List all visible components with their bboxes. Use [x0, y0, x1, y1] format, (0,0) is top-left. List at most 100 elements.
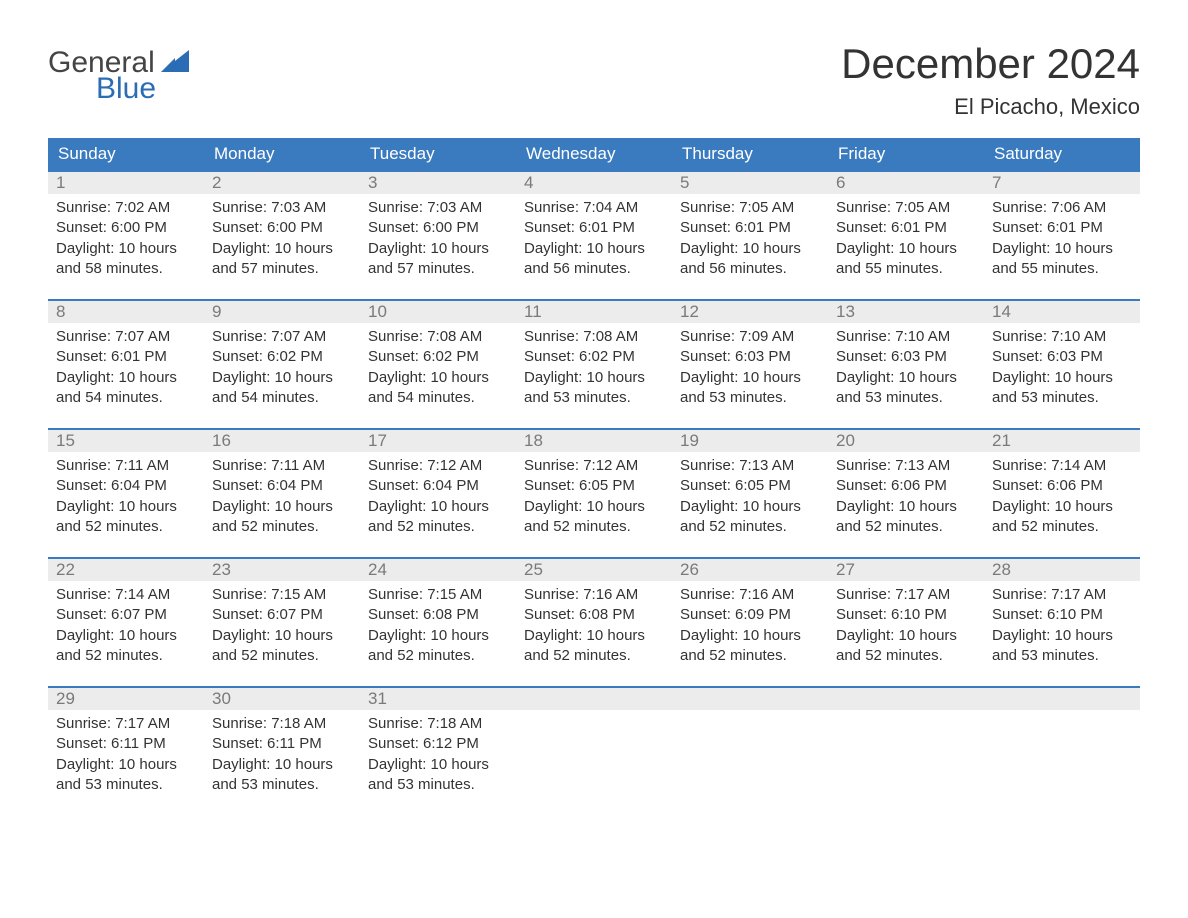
day-number: 15 — [48, 430, 204, 452]
day-cell: 2Sunrise: 7:03 AMSunset: 6:00 PMDaylight… — [204, 172, 360, 283]
day-number: 19 — [672, 430, 828, 452]
day-number: 24 — [360, 559, 516, 581]
day-cell: 28Sunrise: 7:17 AMSunset: 6:10 PMDayligh… — [984, 559, 1140, 670]
sunset-line: Sunset: 6:02 PM — [524, 347, 664, 367]
daylight-line-1: Daylight: 10 hours — [680, 368, 820, 388]
sunrise-line: Sunrise: 7:14 AM — [56, 585, 196, 605]
daylight-line-2: and 52 minutes. — [836, 646, 976, 666]
day-cell — [672, 688, 828, 799]
day-header-sun: Sunday — [48, 138, 204, 170]
day-number: 14 — [984, 301, 1140, 323]
sunrise-line: Sunrise: 7:17 AM — [56, 714, 196, 734]
day-number: 30 — [204, 688, 360, 710]
sunset-line: Sunset: 6:03 PM — [836, 347, 976, 367]
day-number: 28 — [984, 559, 1140, 581]
day-cell: 19Sunrise: 7:13 AMSunset: 6:05 PMDayligh… — [672, 430, 828, 541]
day-cell: 27Sunrise: 7:17 AMSunset: 6:10 PMDayligh… — [828, 559, 984, 670]
day-body: Sunrise: 7:15 AMSunset: 6:08 PMDaylight:… — [360, 581, 516, 670]
sunrise-line: Sunrise: 7:15 AM — [212, 585, 352, 605]
daylight-line-1: Daylight: 10 hours — [212, 626, 352, 646]
day-body: Sunrise: 7:05 AMSunset: 6:01 PMDaylight:… — [672, 194, 828, 283]
sunset-line: Sunset: 6:03 PM — [680, 347, 820, 367]
sunset-line: Sunset: 6:01 PM — [680, 218, 820, 238]
daylight-line-2: and 52 minutes. — [368, 517, 508, 537]
daylight-line-2: and 52 minutes. — [992, 517, 1132, 537]
daylight-line-1: Daylight: 10 hours — [368, 497, 508, 517]
weeks-container: 1Sunrise: 7:02 AMSunset: 6:00 PMDaylight… — [48, 170, 1140, 799]
sunset-line: Sunset: 6:05 PM — [680, 476, 820, 496]
day-number: 22 — [48, 559, 204, 581]
day-number: 4 — [516, 172, 672, 194]
daylight-line-2: and 57 minutes. — [368, 259, 508, 279]
week-row: 15Sunrise: 7:11 AMSunset: 6:04 PMDayligh… — [48, 428, 1140, 541]
sunset-line: Sunset: 6:00 PM — [56, 218, 196, 238]
day-cell: 6Sunrise: 7:05 AMSunset: 6:01 PMDaylight… — [828, 172, 984, 283]
day-number: 17 — [360, 430, 516, 452]
day-number: 9 — [204, 301, 360, 323]
day-body: Sunrise: 7:10 AMSunset: 6:03 PMDaylight:… — [828, 323, 984, 412]
day-number: 27 — [828, 559, 984, 581]
sunrise-line: Sunrise: 7:06 AM — [992, 198, 1132, 218]
sunrise-line: Sunrise: 7:04 AM — [524, 198, 664, 218]
daylight-line-2: and 52 minutes. — [524, 646, 664, 666]
daylight-line-2: and 52 minutes. — [680, 517, 820, 537]
daylight-line-1: Daylight: 10 hours — [992, 239, 1132, 259]
sunset-line: Sunset: 6:04 PM — [212, 476, 352, 496]
sunrise-line: Sunrise: 7:03 AM — [368, 198, 508, 218]
day-body: Sunrise: 7:11 AMSunset: 6:04 PMDaylight:… — [204, 452, 360, 541]
day-body: Sunrise: 7:12 AMSunset: 6:04 PMDaylight:… — [360, 452, 516, 541]
day-header-thu: Thursday — [672, 138, 828, 170]
day-cell: 5Sunrise: 7:05 AMSunset: 6:01 PMDaylight… — [672, 172, 828, 283]
day-body: Sunrise: 7:08 AMSunset: 6:02 PMDaylight:… — [360, 323, 516, 412]
sunset-line: Sunset: 6:11 PM — [212, 734, 352, 754]
day-body: Sunrise: 7:07 AMSunset: 6:01 PMDaylight:… — [48, 323, 204, 412]
day-number: 11 — [516, 301, 672, 323]
daylight-line-2: and 57 minutes. — [212, 259, 352, 279]
daylight-line-2: and 53 minutes. — [212, 775, 352, 795]
sunrise-line: Sunrise: 7:02 AM — [56, 198, 196, 218]
daylight-line-1: Daylight: 10 hours — [680, 497, 820, 517]
daylight-line-1: Daylight: 10 hours — [56, 755, 196, 775]
day-number: 13 — [828, 301, 984, 323]
sunset-line: Sunset: 6:06 PM — [836, 476, 976, 496]
sunset-line: Sunset: 6:00 PM — [212, 218, 352, 238]
sunrise-line: Sunrise: 7:13 AM — [836, 456, 976, 476]
sunset-line: Sunset: 6:06 PM — [992, 476, 1132, 496]
day-cell: 30Sunrise: 7:18 AMSunset: 6:11 PMDayligh… — [204, 688, 360, 799]
sail-icon — [161, 48, 189, 78]
sunrise-line: Sunrise: 7:18 AM — [212, 714, 352, 734]
title-block: December 2024 El Picacho, Mexico — [841, 40, 1140, 120]
day-body: Sunrise: 7:03 AMSunset: 6:00 PMDaylight:… — [360, 194, 516, 283]
daylight-line-2: and 54 minutes. — [368, 388, 508, 408]
day-cell: 7Sunrise: 7:06 AMSunset: 6:01 PMDaylight… — [984, 172, 1140, 283]
daylight-line-1: Daylight: 10 hours — [524, 239, 664, 259]
day-body: Sunrise: 7:08 AMSunset: 6:02 PMDaylight:… — [516, 323, 672, 412]
day-number: 16 — [204, 430, 360, 452]
sunrise-line: Sunrise: 7:09 AM — [680, 327, 820, 347]
day-number: 2 — [204, 172, 360, 194]
daylight-line-1: Daylight: 10 hours — [368, 368, 508, 388]
sunset-line: Sunset: 6:11 PM — [56, 734, 196, 754]
daylight-line-2: and 52 minutes. — [368, 646, 508, 666]
day-body: Sunrise: 7:03 AMSunset: 6:00 PMDaylight:… — [204, 194, 360, 283]
day-number: 5 — [672, 172, 828, 194]
day-body: Sunrise: 7:11 AMSunset: 6:04 PMDaylight:… — [48, 452, 204, 541]
daylight-line-1: Daylight: 10 hours — [368, 626, 508, 646]
daylight-line-2: and 52 minutes. — [212, 517, 352, 537]
day-number-empty — [672, 688, 828, 710]
day-number: 12 — [672, 301, 828, 323]
day-number-empty — [984, 688, 1140, 710]
day-number: 10 — [360, 301, 516, 323]
daylight-line-2: and 53 minutes. — [56, 775, 196, 795]
sunrise-line: Sunrise: 7:11 AM — [212, 456, 352, 476]
sunset-line: Sunset: 6:01 PM — [524, 218, 664, 238]
sunrise-line: Sunrise: 7:05 AM — [680, 198, 820, 218]
sunset-line: Sunset: 6:07 PM — [56, 605, 196, 625]
daylight-line-1: Daylight: 10 hours — [992, 497, 1132, 517]
day-cell: 10Sunrise: 7:08 AMSunset: 6:02 PMDayligh… — [360, 301, 516, 412]
day-body: Sunrise: 7:06 AMSunset: 6:01 PMDaylight:… — [984, 194, 1140, 283]
sunrise-line: Sunrise: 7:15 AM — [368, 585, 508, 605]
sunset-line: Sunset: 6:10 PM — [836, 605, 976, 625]
daylight-line-2: and 54 minutes. — [212, 388, 352, 408]
day-cell: 14Sunrise: 7:10 AMSunset: 6:03 PMDayligh… — [984, 301, 1140, 412]
